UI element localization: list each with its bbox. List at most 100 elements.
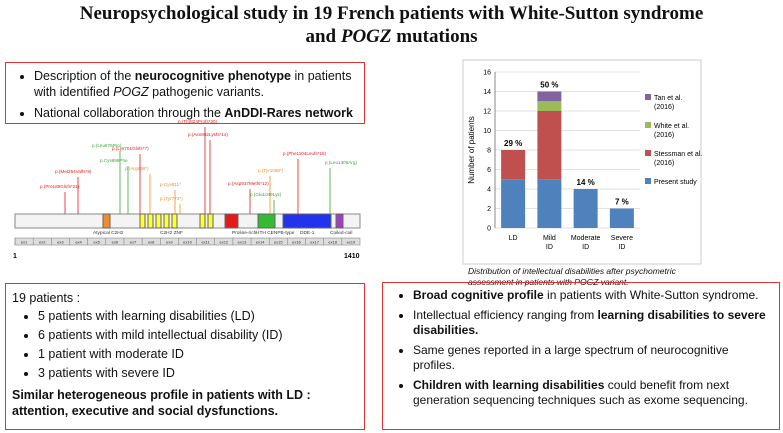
- mutation-label: p.(Tyr1068*): [258, 168, 284, 173]
- text-segment: POGZ: [340, 26, 392, 47]
- total-label: 29 %: [504, 139, 522, 148]
- y-tick-label: 2: [487, 206, 491, 213]
- y-tick-label: 12: [483, 109, 491, 116]
- mutation-label: p.(Glu1049Lys): [250, 192, 282, 197]
- exon-label: ex9: [166, 240, 173, 245]
- bullet: Children with learning disabilities coul…: [413, 378, 771, 408]
- domain: [147, 213, 154, 229]
- bullet: National collaboration through the AnDDI…: [34, 105, 358, 121]
- protein-end: 1410: [344, 253, 360, 260]
- text-segment: Description of the: [34, 69, 135, 83]
- legend-label: Stessman et al. (2016): [654, 151, 702, 167]
- exon-label: ex17: [310, 240, 319, 245]
- domain: [224, 213, 239, 229]
- bar-segment: [537, 101, 562, 111]
- exon-label: ex12: [219, 240, 228, 245]
- exon-label: ex14: [256, 240, 265, 245]
- title-line: Neuropsychological study in 19 French pa…: [0, 2, 783, 25]
- patients-list: 5 patients with learning disabilities (L…: [12, 308, 358, 381]
- text-segment: National collaboration through the: [34, 106, 225, 120]
- text-segment: neurocognitive phenotype: [134, 69, 292, 83]
- mutation-label: p.(Leu676Pro): [92, 143, 122, 148]
- conclusions-list: Broad cognitive profile in patients with…: [391, 288, 771, 408]
- bar-segment: [609, 208, 634, 228]
- exon-label: ex1: [21, 240, 28, 245]
- domain: [335, 213, 344, 229]
- y-tick-label: 10: [483, 128, 491, 135]
- y-tick-label: 4: [487, 187, 491, 194]
- title-line: and POGZ mutations: [0, 25, 783, 48]
- patients-box: 19 patients : 5 patients with learning d…: [5, 283, 365, 430]
- text-segment: Broad cognitive profile: [413, 288, 544, 302]
- bar-segment: [573, 189, 598, 228]
- domain: [257, 213, 276, 229]
- bar-segment: [501, 150, 526, 180]
- domain: [155, 213, 162, 229]
- mutation-label: p.(Met264Valfs*9): [55, 169, 92, 174]
- text-segment: Neuropsychological study in 19 French pa…: [79, 3, 704, 24]
- exon-label: ex18: [328, 240, 337, 245]
- text-segment: mutations: [391, 26, 478, 47]
- domain: [207, 213, 214, 229]
- domain: [139, 213, 146, 229]
- bar-segment: [537, 111, 562, 180]
- x-tick-label: Moderate ID: [571, 235, 601, 251]
- mutation-label: p.(Tyr773*): [160, 196, 183, 201]
- legend-label: Tan et al. (2016): [654, 95, 682, 111]
- exon-label: ex19: [347, 240, 356, 245]
- exon-label: ex5: [93, 240, 100, 245]
- exon-label: ex2: [39, 240, 46, 245]
- bullet: Description of the neurocognitive phenot…: [34, 68, 358, 100]
- bullet: Intellectual efficiency ranging from lea…: [413, 308, 771, 338]
- patients-conclusion: Similar heterogeneous profile in patient…: [12, 388, 311, 418]
- exon-label: ex6: [112, 240, 119, 245]
- domain-label: Proline-rich: [232, 230, 257, 236]
- legend-label: White et al. (2016): [654, 123, 689, 139]
- exon-label: ex10: [183, 240, 192, 245]
- y-axis-label: Number of patients: [467, 116, 476, 184]
- bar-segment: [537, 179, 562, 228]
- mutation-label: p.(Pro169Glnfs*21): [40, 184, 80, 189]
- text-segment: AnDDI-Rares network: [224, 106, 353, 120]
- exon-label: ex16: [292, 240, 301, 245]
- total-label: 7 %: [615, 198, 629, 207]
- text-segment: Intellectual efficiency ranging from: [413, 308, 598, 322]
- exon-label: ex3: [57, 240, 64, 245]
- bar-segment: [501, 179, 526, 228]
- mutation-label: p.(Lys701Glnfs*7): [112, 146, 149, 151]
- intro-list: Description of the neurocognitive phenot…: [12, 68, 358, 121]
- mutation-label: p.(Asp937Metfs*12): [228, 181, 269, 186]
- domain: [163, 213, 170, 229]
- x-tick-label: Severe ID: [611, 235, 633, 251]
- mutation-label: p.(Arg698*): [125, 166, 149, 171]
- domain-label: Atypical C2H2: [93, 230, 124, 236]
- text-segment: POGZ: [113, 85, 149, 99]
- y-tick-label: 0: [487, 226, 491, 233]
- domain-label: Coiled-coil: [330, 230, 352, 236]
- domain-label: DDE-1: [300, 230, 315, 236]
- bullet: 3 patients with severe ID: [38, 365, 358, 381]
- intro-box: Description of the neurocognitive phenot…: [5, 62, 365, 124]
- total-label: 14 %: [577, 178, 595, 187]
- exon-label: ex4: [75, 240, 82, 245]
- exon-label: ex15: [274, 240, 283, 245]
- domain: [102, 213, 111, 229]
- domain-label: HTH CENPB-type: [256, 230, 295, 236]
- text-segment: Distribution of intellectual disabilitie…: [468, 266, 676, 276]
- y-tick-label: 6: [487, 167, 491, 174]
- patients-intro: 19 patients :: [12, 291, 81, 305]
- bullet: 5 patients with learning disabilities (L…: [38, 308, 358, 324]
- text-segment: Children with learning disabilities: [413, 378, 605, 392]
- mutation-label: p.(Leu1306Arg): [325, 160, 357, 165]
- x-tick-label: LD: [509, 235, 518, 242]
- legend-swatch: [645, 122, 651, 128]
- bar-segment: [537, 91, 562, 102]
- mutation-label: p.Cys699Phe: [100, 158, 128, 163]
- exon-label: ex11: [201, 240, 210, 245]
- mutation-label: p.(Thr824Profs*30): [178, 119, 218, 124]
- exon-label: ex8: [148, 240, 155, 245]
- domain-label: C2H2 ZNF: [160, 230, 183, 236]
- protein-start: 1: [13, 253, 17, 260]
